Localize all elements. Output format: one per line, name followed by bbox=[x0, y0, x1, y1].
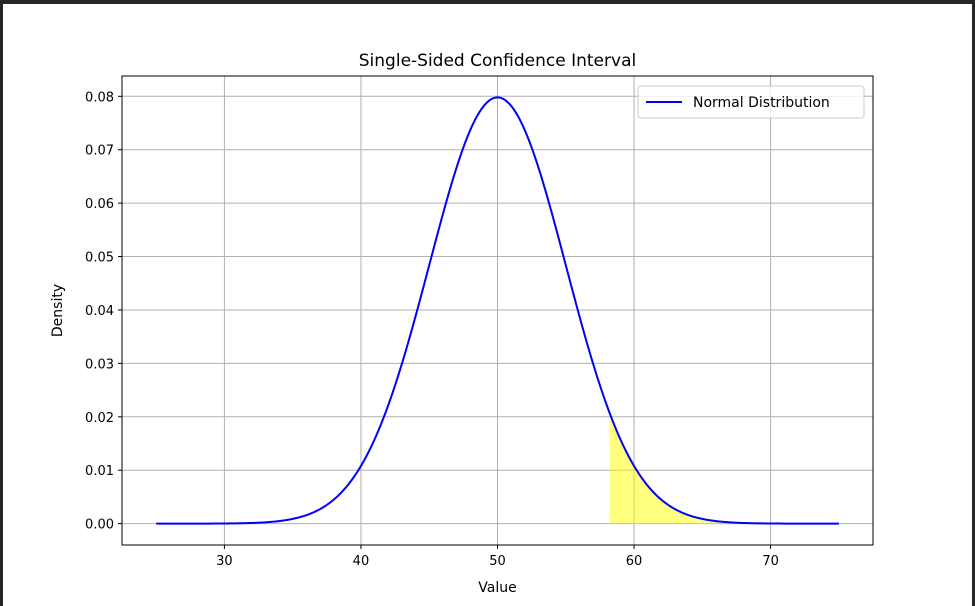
chart: 30 40 50 60 70 0.000.010.020.030.040.050.060… bbox=[50, 51, 874, 596]
legend: Normal Distribution bbox=[637, 85, 865, 119]
y-tick-label: 0.01 bbox=[85, 464, 114, 479]
x-tick-label: 70 bbox=[762, 554, 779, 569]
y-tick-label: 0.02 bbox=[85, 411, 114, 426]
x-tick-label: 30 bbox=[216, 554, 233, 569]
y-tick-label: 0.04 bbox=[85, 304, 114, 319]
figure-window: 30 40 50 60 70 0.00 0.01 0.02 0.03 0.04 0.05 0.06 0… bbox=[3, 4, 972, 606]
x-tick-label: 60 bbox=[626, 554, 643, 569]
y-tick-label: 0.05 bbox=[85, 251, 114, 266]
x-tick-label: 50 bbox=[489, 554, 506, 569]
shaded-tail-region bbox=[609, 413, 839, 524]
y-tick-label: 0.06 bbox=[85, 197, 114, 212]
normal-distribution-line bbox=[156, 96, 839, 525]
grid-lines bbox=[122, 76, 873, 545]
y-tick-label: 0.03 bbox=[85, 357, 114, 372]
y-tick-label: 0.08 bbox=[85, 90, 114, 105]
series-layer bbox=[156, 96, 839, 525]
chart-title: Single-Sided Confidence Interval bbox=[359, 51, 636, 71]
x-tick-label: 40 bbox=[353, 554, 370, 569]
legend-label: Normal Distribution bbox=[693, 95, 830, 111]
x-axis-ticks: 30 40 50 60 70 bbox=[216, 545, 779, 569]
y-tick-label: 0.07 bbox=[85, 144, 114, 159]
legend-box bbox=[637, 85, 865, 119]
x-axis-label: Value bbox=[478, 580, 516, 596]
y-axis-ticks: 0.00 0.01 0.02 0.03 0.04 0.05 0.06 0.07 0.08 bbox=[85, 90, 122, 533]
y-axis-label: Density bbox=[50, 284, 66, 337]
shaded-region-layer bbox=[609, 413, 839, 524]
y-tick-label: 0.00 bbox=[85, 518, 114, 533]
